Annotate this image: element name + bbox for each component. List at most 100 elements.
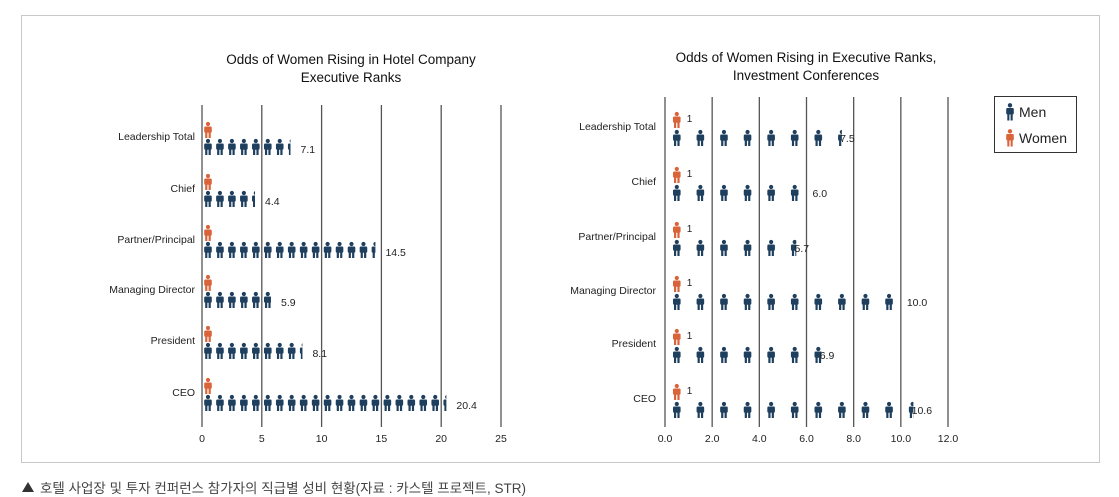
person-leg [304,353,306,359]
x-tick-label: 20 [435,433,447,445]
woman-icon [672,166,681,183]
person-leg [232,405,235,411]
person-leg [795,250,797,256]
person-leg [700,412,704,418]
person-body [743,244,752,251]
person-head [674,383,679,389]
person-leg [253,252,256,258]
person-leg [866,304,869,310]
person-leg [229,149,232,155]
person-head [265,394,270,400]
man-icon [720,346,728,363]
person-leg [241,149,244,155]
person-leg [352,405,355,411]
person-leg [217,302,220,308]
person-body [204,178,212,185]
person-leg [288,405,292,411]
person-head [253,394,258,400]
person-leg [208,302,211,308]
person-leg [264,252,268,258]
person-leg [673,195,677,201]
person-head [265,291,270,297]
person-leg [432,405,435,411]
category-row: Chief 4.4 [170,173,280,208]
category-label: Partner/Principal [117,234,195,246]
person-leg [677,286,680,292]
person-body [814,298,823,305]
triangle-icon [22,482,34,492]
person-leg [886,304,889,310]
person-body [743,189,752,196]
person-leg [360,252,363,258]
person-head [445,395,447,399]
person-leg [677,304,680,310]
person-head [839,129,842,135]
person-leg [232,149,235,155]
person-leg [328,252,331,258]
person-leg [268,405,271,411]
person-body [838,298,846,305]
category-label: Partner/Principal [578,231,656,243]
person-leg [205,132,208,138]
person-body [861,406,870,413]
person-body [696,298,705,305]
person-body [252,296,260,303]
man-icon [204,394,212,411]
person-head [745,184,750,190]
person-head [253,191,256,195]
person-head [397,394,402,400]
man-icon [767,346,775,363]
man-icon [228,394,236,411]
person-leg [744,412,747,418]
person-body [395,399,404,406]
man-icon [720,293,728,310]
person-leg [768,412,771,418]
person-head [674,166,679,172]
person-leg [721,304,724,310]
person-head [721,401,727,407]
person-leg [220,405,223,411]
person-leg [352,252,355,258]
person-leg [815,357,818,363]
category-label: CEO [633,393,656,405]
person-body [275,246,284,253]
person-body [767,298,775,305]
person-leg [232,353,235,359]
person-leg [244,405,247,411]
man-icon [287,241,296,258]
person-leg [697,304,700,310]
man-icon [885,401,893,418]
man-icon [240,138,248,155]
person-body [672,351,681,358]
person-leg [292,353,295,359]
women-value-label: 1 [687,169,693,180]
person-leg [205,252,208,258]
person-leg [724,195,727,201]
person-body [228,195,236,202]
person-body [335,246,344,253]
person-head [205,325,211,331]
man-icon [204,291,212,308]
category-label: Managing Director [570,285,656,297]
person-leg [264,405,268,411]
category-label: Managing Director [109,284,195,296]
person-head [721,184,727,190]
person-head [674,275,679,281]
person-leg [253,201,256,207]
person-body [908,406,914,413]
man-icon [814,129,823,146]
person-body [743,134,752,141]
person-leg [721,140,724,146]
person-head [769,184,774,190]
person-leg [771,195,774,201]
person-head [792,184,797,190]
person-head [205,121,211,127]
category-row: CEO 20.4 [172,377,477,412]
men-value-label: 6.0 [813,188,828,200]
men-value-label: 14.5 [385,247,406,259]
person-leg [276,252,280,258]
person-leg [304,252,307,258]
men-value-label: 7.5 [840,133,855,145]
women-value-label: 1 [687,114,693,125]
